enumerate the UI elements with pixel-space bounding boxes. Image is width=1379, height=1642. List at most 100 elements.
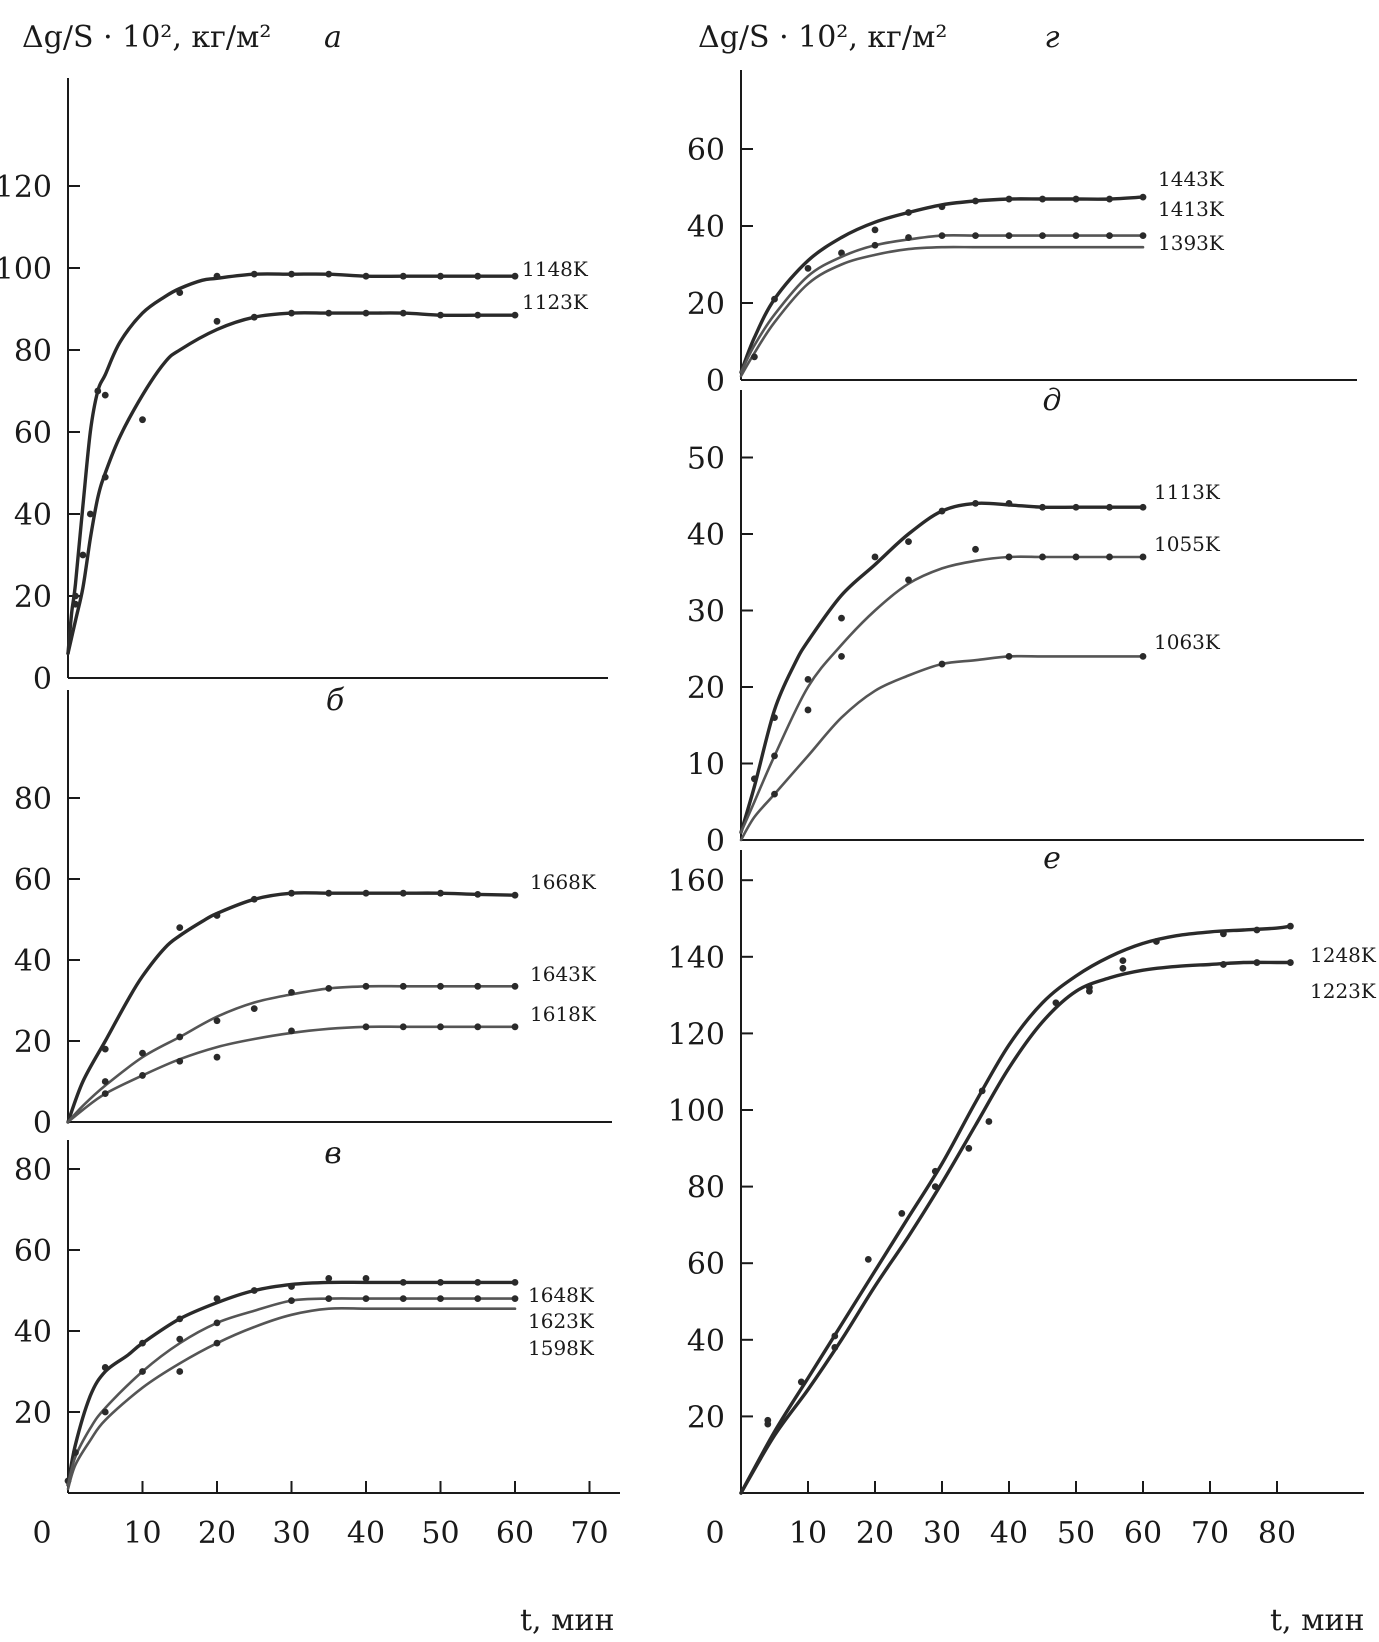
series-label: 1623K: [528, 1309, 595, 1333]
series-line-1063K: [739, 654, 1145, 842]
data-point: [176, 289, 184, 296]
data-point: [437, 311, 444, 319]
data-point: [938, 232, 946, 240]
data-point: [1220, 961, 1227, 968]
panel-label: а: [324, 20, 342, 55]
data-point: [898, 1210, 906, 1217]
data-point: [1039, 195, 1046, 203]
data-point: [905, 209, 912, 216]
data-point: [938, 507, 946, 515]
data-point: [79, 551, 87, 559]
data-point: [1287, 922, 1294, 930]
data-point: [751, 775, 758, 783]
series-label: 1055K: [1154, 532, 1221, 556]
data-point: [905, 538, 912, 546]
y-tick-label: 30: [687, 595, 725, 630]
data-point: [101, 473, 109, 481]
data-point: [474, 1295, 482, 1302]
data-point: [139, 1339, 146, 1347]
x-tick-label: 50: [421, 1516, 459, 1551]
series-line-1643K: [66, 984, 517, 1124]
data-point: [176, 1057, 184, 1065]
x-tick-label: 0: [32, 1516, 51, 1551]
y-tick-label: 100: [668, 1094, 725, 1129]
data-point: [288, 889, 295, 897]
data-point: [288, 1297, 295, 1305]
y-tick-label: 60: [14, 1234, 52, 1269]
data-point: [176, 1315, 184, 1323]
x-tick-label: 30: [923, 1516, 961, 1551]
y-tick-label: 50: [687, 442, 725, 477]
series-label: 1123K: [522, 290, 589, 314]
panel-a: а 0 20 40 60 80 100 120 1148K 1123K: [0, 20, 608, 697]
data-point: [1072, 553, 1080, 561]
data-point: [838, 614, 845, 622]
data-point: [1106, 195, 1113, 203]
data-point: [1287, 959, 1294, 966]
y-tick-label: 20: [14, 580, 52, 615]
y-axis-label-left: Δg/S · 10², кг/м²: [22, 20, 271, 55]
data-point: [1072, 232, 1080, 240]
series-label: 1148K: [522, 257, 589, 281]
data-point: [938, 660, 946, 668]
data-point: [325, 984, 333, 992]
data-point: [362, 309, 370, 317]
y-tick-label: 40: [14, 944, 52, 979]
data-point: [1039, 232, 1046, 240]
data-point: [213, 1319, 221, 1327]
series-line-1248K: [739, 924, 1293, 1495]
data-point: [797, 1378, 805, 1386]
data-point: [1139, 503, 1147, 511]
data-point: [250, 1005, 258, 1012]
y-tick-label: 0: [33, 662, 52, 697]
chart-panels: а0204060801001201148K1123Kб0204060801668…: [0, 20, 1377, 1551]
data-point: [101, 1364, 109, 1371]
series-label: 1413K: [1158, 197, 1225, 221]
data-point: [362, 1023, 370, 1031]
data-point: [1072, 503, 1080, 511]
data-point: [474, 1279, 482, 1286]
y-tick-label: 100: [0, 252, 52, 287]
panel-label: в: [324, 1136, 341, 1171]
data-point: [139, 416, 146, 424]
data-point: [288, 270, 295, 278]
data-point: [213, 1295, 221, 1302]
data-point: [1005, 553, 1013, 561]
data-point: [288, 1283, 295, 1290]
data-point: [511, 1023, 519, 1031]
data-point: [101, 1078, 109, 1085]
data-point: [474, 1023, 482, 1031]
series-line-1148K: [66, 272, 517, 656]
data-point: [771, 714, 778, 721]
data-point: [871, 241, 879, 249]
data-point: [1119, 957, 1127, 965]
y-tick-label: 80: [687, 1171, 725, 1206]
x-axis-label-left: t, мин: [520, 1603, 614, 1638]
y-tick-label: 60: [687, 1247, 725, 1282]
data-point: [978, 1087, 986, 1095]
series-line-1668K: [66, 891, 517, 1124]
x-tick-label: 40: [347, 1516, 385, 1551]
y-tick-label: 60: [14, 863, 52, 898]
data-point: [1139, 232, 1147, 240]
data-point: [139, 1072, 146, 1079]
series-line-1055K: [739, 555, 1145, 834]
data-point: [437, 982, 444, 990]
data-point: [399, 889, 407, 897]
data-point: [86, 510, 94, 518]
data-point: [511, 311, 519, 319]
panel-d: д 0 10 20 30 40 50 1113K 1055K 1063K: [687, 383, 1364, 859]
data-point: [1005, 653, 1013, 660]
series-line-1623K: [66, 1297, 517, 1487]
data-point: [1039, 553, 1046, 561]
data-point: [804, 675, 812, 683]
data-point: [176, 1033, 184, 1041]
data-point: [864, 1255, 872, 1263]
data-point: [1086, 987, 1093, 995]
data-point: [1253, 926, 1261, 934]
data-point: [250, 895, 258, 903]
data-point: [1220, 930, 1227, 938]
data-point: [1139, 553, 1147, 561]
data-point: [1106, 232, 1113, 240]
